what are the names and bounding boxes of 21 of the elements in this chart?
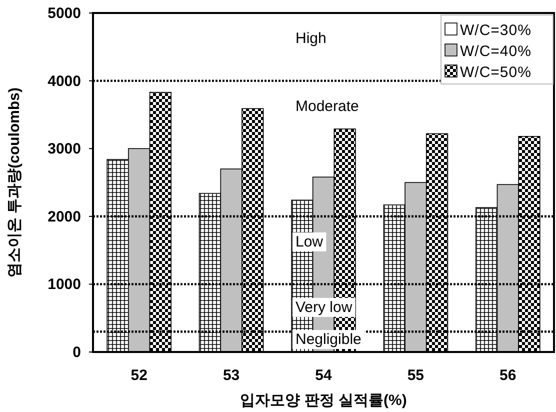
legend-label: W/C=40% [460, 43, 532, 60]
y-tick-label: 3000 [48, 140, 81, 158]
legend-label: W/C=30% [460, 22, 532, 39]
y-tick-label: 5000 [48, 5, 81, 22]
y-tick-label: 1000 [48, 276, 81, 294]
annotation: Moderate [296, 98, 359, 115]
y-tick-label: 2000 [48, 208, 81, 226]
x-tick-label: 54 [315, 367, 332, 384]
legend-label: W/C=50% [460, 64, 532, 81]
x-tick-label: 55 [407, 367, 424, 384]
y-axis-title: 염소이온 투과량(coulombs) [6, 88, 23, 278]
x-tick-label: 56 [500, 367, 516, 384]
x-tick-label: 53 [222, 367, 240, 384]
annotation: High [296, 30, 326, 47]
annotation: Low [296, 233, 324, 250]
annotation: Negligible [296, 331, 362, 348]
x-tick-label: 52 [130, 367, 148, 384]
y-tick-label: 0 [72, 344, 81, 361]
x-axis-title: 입자모양 판정 실적률(%) [240, 392, 407, 409]
annotation: Very low [296, 298, 352, 316]
y-tick-label: 4000 [48, 72, 81, 90]
